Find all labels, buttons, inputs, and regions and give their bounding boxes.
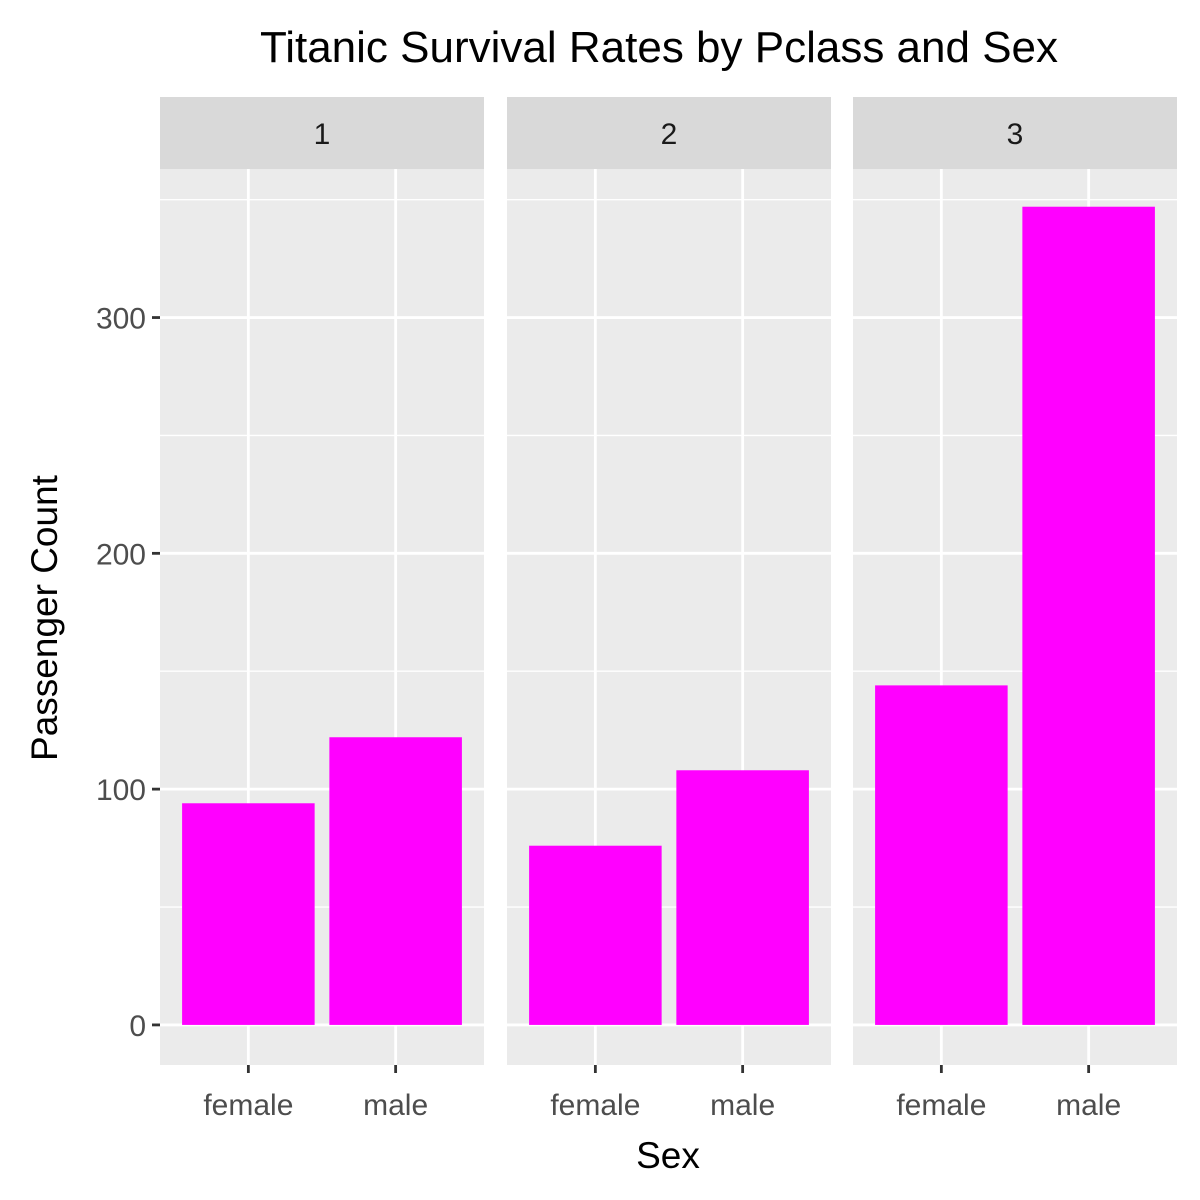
bar-female-class-2: [529, 845, 662, 1025]
x-tick-label: male: [1056, 1089, 1121, 1122]
chart-title: Titanic Survival Rates by Pclass and Sex: [260, 23, 1058, 72]
x-tick-label: female: [550, 1089, 640, 1122]
y-axis: 0 100 200 300: [96, 303, 160, 1043]
x-axis-title: Sex: [636, 1135, 700, 1176]
facet-strip: [160, 97, 484, 169]
facet-panel-2: 2 female male: [507, 97, 831, 1122]
bar-male-class-1: [329, 737, 462, 1025]
facet-strip-label: 3: [1007, 118, 1024, 151]
facet-panel-1: 1 female male: [160, 97, 484, 1122]
x-tick-label: male: [710, 1089, 775, 1122]
y-tick-label: 100: [96, 774, 146, 807]
facet-panels: 1 female male 2 female male 3 female male: [160, 97, 1177, 1122]
facet-strip: [507, 97, 831, 169]
facet-panel-3: 3 female male: [853, 97, 1177, 1122]
y-tick-label: 0: [129, 1010, 146, 1043]
bar-female-class-1: [182, 803, 315, 1025]
bar-male-class-2: [676, 770, 809, 1025]
bar-male-class-3: [1022, 206, 1155, 1025]
y-tick-label: 300: [96, 303, 146, 336]
x-tick-label: female: [896, 1089, 986, 1122]
facet-strip: [853, 97, 1177, 169]
facet-strip-label: 2: [661, 118, 678, 151]
facet-strip-label: 1: [314, 118, 331, 151]
bar-female-class-3: [875, 685, 1008, 1025]
y-tick-label: 200: [96, 538, 146, 571]
y-axis-title: Passenger Count: [24, 474, 65, 761]
x-tick-label: male: [363, 1089, 428, 1122]
x-tick-label: female: [203, 1089, 293, 1122]
